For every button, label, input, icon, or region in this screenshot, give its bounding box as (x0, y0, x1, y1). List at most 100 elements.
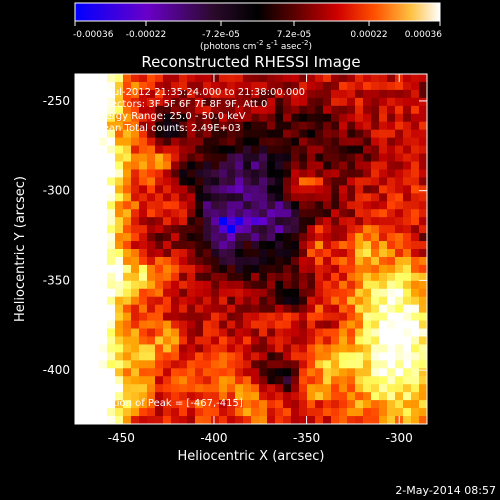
heatmap-cell (171, 97, 180, 107)
heatmap-cell (363, 97, 372, 107)
heatmap-cell (387, 288, 396, 298)
heatmap-cell (171, 392, 180, 401)
heatmap-cell (147, 169, 156, 179)
heatmap-cell (75, 161, 84, 171)
heatmap-cell (171, 201, 180, 210)
heatmap-cell (83, 368, 92, 377)
heatmap-cell (323, 241, 332, 250)
heatmap-cell (219, 272, 228, 282)
heatmap-cell (139, 217, 148, 226)
heatmap-cell (331, 256, 340, 266)
heatmap-cell (267, 225, 276, 234)
heatmap-cell (347, 384, 356, 393)
heatmap-cell (219, 344, 228, 354)
heatmap-cell (171, 113, 180, 123)
heatmap-cell (395, 264, 404, 274)
heatmap-cell (187, 368, 196, 377)
heatmap-cell (395, 201, 404, 210)
heatmap-cell (355, 288, 364, 298)
heatmap-cell (219, 241, 228, 250)
heatmap-cell (171, 408, 180, 417)
heatmap-cell (315, 416, 324, 424)
heatmap-cell (99, 280, 108, 290)
heatmap-cell (291, 74, 300, 83)
heatmap-cell (379, 201, 388, 210)
heatmap-cell (339, 416, 348, 424)
heatmap-cell (259, 392, 268, 401)
heatmap-cell (323, 161, 332, 171)
heatmap-cell (99, 360, 108, 369)
heatmap-cell (155, 129, 164, 139)
heatmap-cell (115, 217, 124, 226)
heatmap-cell (275, 74, 284, 83)
heatmap-cell (123, 288, 132, 298)
heatmap-cell (243, 400, 252, 409)
heatmap-cell (147, 304, 156, 314)
heatmap-cell (211, 304, 220, 314)
heatmap-cell (339, 225, 348, 234)
heatmap-cell (347, 312, 356, 322)
heatmap-cell (275, 177, 284, 186)
heatmap-cell (99, 89, 108, 99)
heatmap-cell (315, 233, 324, 242)
heatmap-cell (99, 121, 108, 131)
heatmap-cell (203, 129, 212, 139)
heatmap-cell (403, 249, 412, 258)
heatmap-cell (243, 121, 252, 131)
heatmap-cell (363, 74, 372, 83)
heatmap-cell (275, 352, 284, 361)
heatmap-cell (131, 105, 140, 115)
heatmap-cell (403, 344, 412, 354)
heatmap-cell (331, 81, 340, 91)
heatmap-cell (187, 217, 196, 226)
heatmap-cell (299, 408, 308, 417)
heatmap-cell (227, 256, 236, 266)
heatmap-cell (387, 408, 396, 417)
heatmap-cell (419, 217, 427, 226)
heatmap-cell (259, 209, 268, 218)
heatmap-cell (107, 145, 116, 155)
heatmap-cell (187, 328, 196, 338)
heatmap-cell (363, 384, 372, 393)
heatmap-cell (275, 185, 284, 194)
heatmap-cell (331, 400, 340, 409)
heatmap-cell (307, 145, 316, 155)
heatmap-cell (83, 256, 92, 266)
heatmap-cell (115, 320, 124, 330)
heatmap-cell (219, 384, 228, 393)
heatmap-cell (123, 137, 132, 147)
heatmap-cell (139, 169, 148, 179)
heatmap-cell (371, 233, 380, 242)
heatmap-cell (235, 177, 244, 186)
heatmap-cell (387, 272, 396, 282)
heatmap-cell (347, 272, 356, 282)
heatmap-cell (307, 352, 316, 361)
heatmap-cell (283, 272, 292, 282)
heatmap-cell (347, 97, 356, 107)
heatmap-cell (139, 201, 148, 210)
heatmap-cell (403, 105, 412, 115)
heatmap-cell (243, 97, 252, 107)
heatmap-cell (179, 368, 188, 377)
heatmap-cell (131, 177, 140, 186)
heatmap-cell (275, 81, 284, 91)
heatmap-cell (403, 113, 412, 123)
heatmap-cell (179, 105, 188, 115)
heatmap-cell (283, 209, 292, 218)
heatmap-cell (219, 217, 228, 226)
heatmap-cell (411, 209, 420, 218)
heatmap-cell (315, 320, 324, 330)
heatmap-cell (371, 256, 380, 266)
heatmap-cell (299, 169, 308, 179)
heatmap-cell (347, 408, 356, 417)
heatmap-cell (211, 408, 220, 417)
heatmap-cell (371, 400, 380, 409)
heatmap-cell (355, 89, 364, 99)
heatmap-cell (347, 368, 356, 377)
heatmap-cell (235, 74, 244, 83)
heatmap-cell (139, 113, 148, 123)
heatmap-cell (99, 296, 108, 306)
heatmap-cell (107, 400, 116, 409)
heatmap-cell (179, 177, 188, 186)
heatmap-cell (395, 272, 404, 282)
